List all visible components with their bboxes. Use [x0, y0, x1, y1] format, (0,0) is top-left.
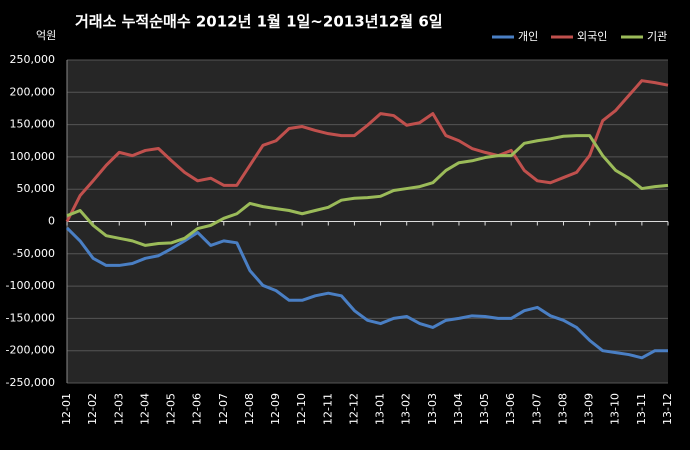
chart-title: 거래소 누적순매수 2012년 1월 1일~2013년12월 6일 — [75, 13, 443, 31]
x-tick-label: 13-07 — [530, 393, 543, 425]
x-tick-label: 12-10 — [295, 393, 308, 425]
y-tick-label: -100,000 — [6, 279, 55, 292]
y-tick-label: 0 — [48, 215, 55, 228]
legend-label: 외국인 — [577, 30, 607, 43]
x-tick-label: 13-03 — [426, 393, 439, 425]
legend-label: 개인 — [518, 30, 538, 43]
y-tick-label: -50,000 — [13, 247, 55, 260]
x-tick-label: 13-09 — [583, 393, 596, 425]
series-line — [66, 134, 669, 247]
x-tick-label: 13-06 — [504, 393, 517, 425]
x-tick-label: 13-01 — [374, 393, 387, 425]
x-tick-label: 12-02 — [86, 393, 99, 425]
x-tick-label: 12-08 — [243, 393, 256, 425]
x-tick-label: 13-08 — [556, 393, 569, 425]
x-tick-label: 13-10 — [609, 393, 622, 425]
x-tick-label: 12-01 — [60, 393, 73, 425]
x-tick-label: 12-03 — [112, 393, 125, 425]
y-tick-label: -150,000 — [6, 311, 55, 324]
y-tick-label: -200,000 — [6, 344, 55, 357]
x-tick-label: 13-04 — [452, 393, 465, 425]
y-tick-label: 50,000 — [17, 182, 56, 195]
x-tick-label: 12-09 — [269, 393, 282, 425]
y-tick-label: 250,000 — [10, 53, 56, 66]
x-tick-label: 13-11 — [635, 393, 648, 425]
x-tick-label: 12-06 — [191, 393, 204, 425]
y-tick-label: -250,000 — [6, 376, 55, 389]
x-tick-label: 12-11 — [321, 393, 334, 425]
x-tick-label: 12-12 — [347, 393, 360, 425]
x-tick-label: 12-05 — [165, 393, 178, 425]
x-tick-label: 12-07 — [217, 393, 230, 425]
series-line — [65, 79, 669, 223]
y-tick-label: 200,000 — [10, 85, 56, 98]
x-tick-label: 13-12 — [661, 393, 674, 425]
series-line — [65, 226, 668, 360]
y-axis-label: 억원 — [36, 29, 56, 42]
y-tick-label: 150,000 — [10, 118, 56, 131]
y-tick-label: 100,000 — [10, 150, 56, 163]
x-tick-label: 13-05 — [478, 393, 491, 425]
x-tick-label: 12-04 — [138, 393, 151, 425]
legend-label: 기관 — [647, 30, 667, 43]
x-tick-label: 13-02 — [400, 393, 413, 425]
